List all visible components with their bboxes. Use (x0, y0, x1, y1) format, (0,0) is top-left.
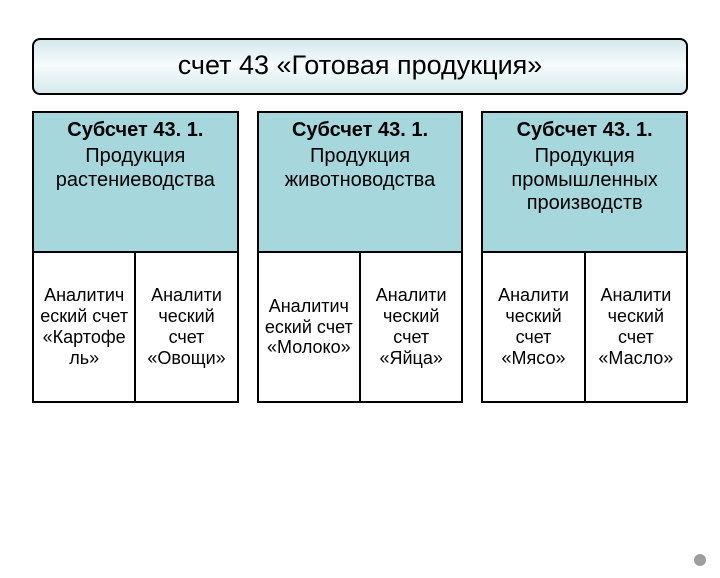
columns-container: Субсчет 43. 1. Продукция растениеводства… (32, 111, 688, 403)
analytic-cell: Аналитич еский счет «Молоко» (259, 253, 359, 401)
analytic-cells-3: Аналити ческий счет «Мясо» Аналити чески… (483, 253, 686, 401)
subaccount-header-1: Субсчет 43. 1. Продукция растениеводства (34, 113, 237, 253)
subaccount-desc: Продукция промышленных производств (487, 145, 682, 216)
subaccount-desc: Продукция растениеводства (38, 145, 233, 192)
subaccount-header-2: Субсчет 43. 1. Продукция животноводства (259, 113, 462, 253)
analytic-cell: Аналити ческий счет «Масло» (584, 253, 686, 401)
subaccount-header-3: Субсчет 43. 1. Продукция промышленных пр… (483, 113, 686, 253)
corner-dot-icon (694, 554, 706, 566)
subaccount-title: Субсчет 43. 1. (487, 119, 682, 142)
column-2: Субсчет 43. 1. Продукция животноводства … (257, 111, 464, 403)
analytic-cell: Аналитич еский счет «Картофе ль» (34, 253, 134, 401)
analytic-cell: Аналити ческий счет «Овощи» (134, 253, 236, 401)
subaccount-title: Субсчет 43. 1. (263, 119, 458, 142)
analytic-cell: Аналити ческий счет «Яйца» (359, 253, 461, 401)
column-3: Субсчет 43. 1. Продукция промышленных пр… (481, 111, 688, 403)
column-1: Субсчет 43. 1. Продукция растениеводства… (32, 111, 239, 403)
analytic-cell: Аналити ческий счет «Мясо» (483, 253, 583, 401)
subaccount-title: Субсчет 43. 1. (38, 119, 233, 142)
subaccount-desc: Продукция животноводства (263, 145, 458, 192)
analytic-cells-2: Аналитич еский счет «Молоко» Аналити чес… (259, 253, 462, 401)
main-title: счет 43 «Готовая продукция» (32, 38, 688, 95)
analytic-cells-1: Аналитич еский счет «Картофе ль» Аналити… (34, 253, 237, 401)
